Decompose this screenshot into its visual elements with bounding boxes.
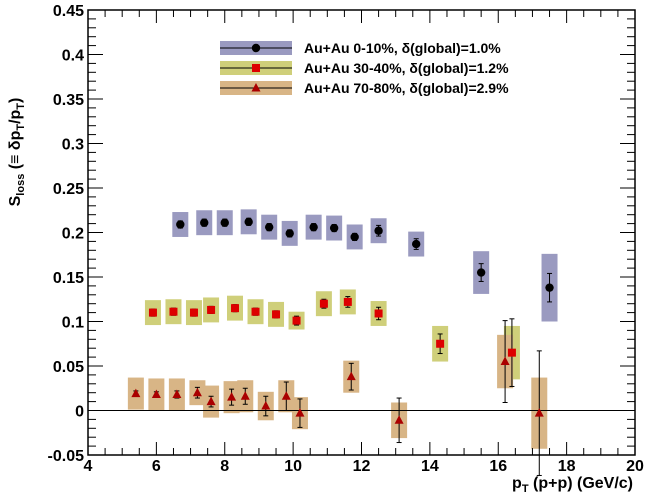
y-tick-label: -0.05 [48, 448, 85, 465]
legend-label: Au+Au 30-40%, δ(global)=1.2% [304, 60, 509, 76]
x-axis-title-sub: T [522, 483, 529, 495]
y-axis-title-rest: (≡ δp [7, 130, 24, 173]
legend-label: Au+Au 70-80%, δ(global)=2.9% [304, 80, 509, 96]
y-tick-label: 0.2 [62, 226, 84, 243]
data-point-circle [285, 229, 294, 238]
y-tick-label: 0.1 [62, 315, 84, 332]
data-point-triangle [500, 356, 510, 366]
legend-marker-square [252, 64, 260, 72]
data-point-circle [220, 218, 229, 227]
x-tick-label: 6 [152, 458, 161, 475]
data-point-circle [329, 223, 339, 233]
data-point-circle [350, 232, 359, 242]
data-point-circle [176, 220, 185, 229]
data-point-triangle [295, 408, 305, 417]
data-point-square [207, 305, 216, 314]
y-tick-label: 0.25 [53, 181, 84, 198]
y-axis-title-main: S [7, 195, 24, 206]
data-point-square [231, 304, 240, 313]
x-tick-label: 8 [220, 458, 229, 475]
data-point-triangle [261, 401, 271, 410]
x-axis-title-main: p [512, 475, 522, 492]
data-point-square [507, 348, 516, 357]
y-axis-title-rest3: ) [7, 98, 24, 103]
data-point-square [189, 308, 198, 317]
data-point-square [272, 310, 281, 319]
data-point-triangle [534, 408, 544, 417]
data-point-square [343, 297, 352, 306]
data-point-square [374, 309, 383, 318]
y-axis-title-sub: loss [15, 174, 27, 196]
x-axis-title-rest: (p+p) (GeV/c) [529, 475, 633, 492]
data-point-triangle [206, 396, 216, 406]
axis-ticks [87, 9, 636, 456]
x-tick-label: 20 [626, 458, 644, 475]
data-point-triangle [227, 392, 237, 401]
y-tick-label: 0.3 [62, 137, 84, 154]
data-point-square [319, 299, 328, 308]
x-tick-label: 16 [489, 458, 507, 475]
data-point-triangle [131, 388, 141, 398]
data-point-circle [412, 239, 421, 249]
x-axis-title: pT (p+p) (GeV/c) [512, 475, 633, 495]
data-point-square [169, 307, 178, 316]
legend-label: Au+Au 0-10%, δ(global)=1.0% [304, 40, 501, 56]
y-axis-title-rest2: /p [7, 109, 24, 123]
data-point-square [436, 339, 445, 348]
tick-labels: 4 6 8 10 12 14 16 18 20 -0.05 0 0.05 0.1 0.15 0.2 0.25 0… [48, 3, 644, 475]
data-point-triangle [151, 389, 161, 398]
data-point-circle [309, 222, 318, 232]
data-point-triangle [346, 371, 356, 381]
x-tick-label: 10 [284, 458, 302, 475]
data-point-square [251, 307, 260, 316]
data-markers [131, 217, 554, 424]
data-point-square [292, 316, 301, 325]
x-tick-label: 18 [558, 458, 576, 475]
data-point-circle [476, 268, 486, 277]
x-tick-label: 14 [421, 458, 439, 475]
y-tick-label: 0.15 [53, 270, 84, 287]
data-point-circle [264, 222, 274, 232]
x-tick-label: 4 [84, 458, 93, 475]
x-tick-label: 12 [353, 458, 371, 475]
y-tick-label: 0.35 [53, 92, 84, 109]
legend-marker-triangle [251, 83, 261, 92]
data-point-triangle [192, 387, 202, 397]
data-point-circle [545, 283, 554, 292]
data-point-circle [374, 226, 383, 235]
y-axis-title-sub3: T [15, 103, 27, 110]
data-point-triangle [394, 415, 404, 424]
data-point-triangle [172, 389, 182, 398]
data-point-circle [244, 217, 253, 227]
y-tick-label: 0.4 [62, 48, 84, 65]
data-point-triangle [281, 391, 291, 400]
y-axis-title-sub2: T [15, 124, 27, 131]
legend: Au+Au 0-10%, δ(global)=1.0% Au+Au 30-40%,… [220, 40, 509, 96]
y-tick-label: 0.05 [53, 359, 84, 376]
legend-marker-circle [251, 43, 261, 53]
data-point-circle [200, 218, 209, 227]
y-tick-label: 0 [75, 404, 84, 421]
data-point-triangle [240, 391, 250, 400]
y-axis-title: Sloss (≡ δpT/pT) [7, 98, 27, 207]
data-point-square [148, 308, 157, 317]
y-tick-label: 0.45 [53, 3, 84, 20]
